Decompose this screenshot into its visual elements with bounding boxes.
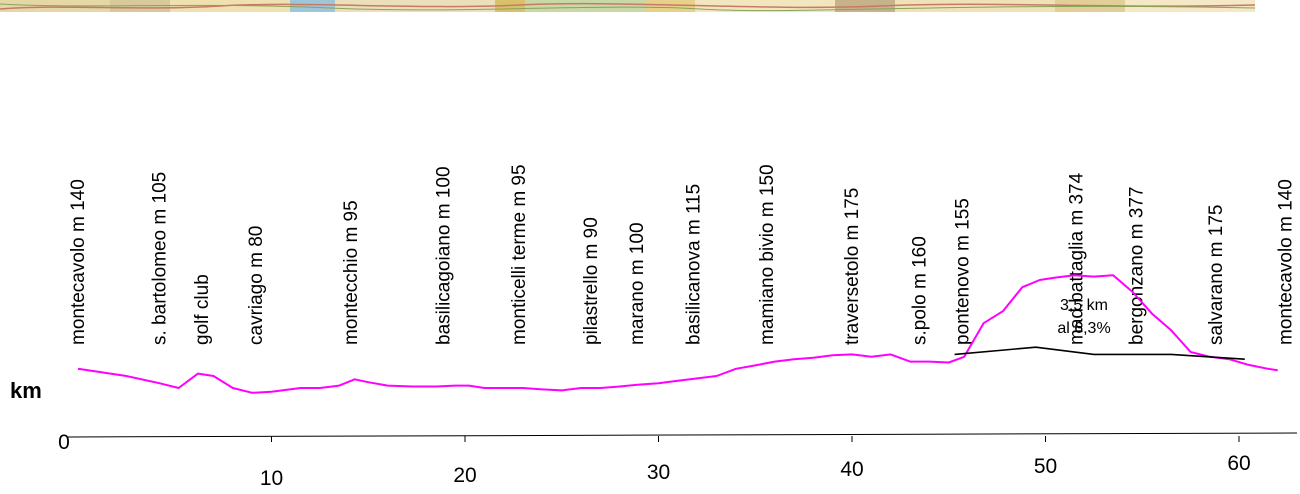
x-tick-label: 50 <box>1034 455 1057 478</box>
profile-lines <box>77 274 1278 394</box>
place-label: cavriago m 80 <box>246 226 267 345</box>
x-tick-label: 10 <box>260 467 283 490</box>
y-axis-label: km <box>10 378 42 403</box>
x-tick-label: 30 <box>647 461 670 484</box>
y-tick-label: 0 <box>58 431 70 454</box>
climb-distance-label: 3,5 km <box>1060 297 1108 314</box>
place-label: mamiano bivio m 150 <box>757 164 778 345</box>
place-label: montecavolo m 140 <box>1275 179 1296 345</box>
place-label: s. bartolomeo m 105 <box>149 172 170 345</box>
place-label: basilicagoiano m 100 <box>434 166 455 345</box>
place-label: mad.battaglia m 374 <box>1066 172 1087 345</box>
place-labels: montecavolo m 140 s. bartolomeo m 105 golf… <box>68 164 1296 345</box>
place-label: salvarano m 175 <box>1206 205 1227 345</box>
place-label: montecavolo m 140 <box>68 179 89 345</box>
climb-segment-line <box>954 346 1245 360</box>
x-tick-label: 20 <box>453 464 476 487</box>
elevation-profile-line <box>77 274 1278 394</box>
place-label: marano m 100 <box>627 222 648 345</box>
place-label: traversetolo m 175 <box>842 188 863 345</box>
place-label: golf club <box>192 274 213 345</box>
climb-gradient-label: al 6,3% <box>1057 320 1110 337</box>
x-axis-ticks: 10 20 30 40 50 60 <box>260 436 1251 490</box>
x-tick-label: 60 <box>1227 452 1250 475</box>
place-label: montecchio m 95 <box>341 200 362 345</box>
climb-annotation: 3,5 km al 6,3% <box>1057 297 1110 337</box>
x-tick-label: 40 <box>840 458 863 481</box>
map-banner-strip <box>0 0 1255 12</box>
place-label: pilastrello m 90 <box>581 217 602 345</box>
x-axis-line <box>67 432 1298 438</box>
place-label: basilicanova m 115 <box>683 184 704 345</box>
place-label: pontenovo m 155 <box>952 198 973 345</box>
place-label: monticelli terme m 95 <box>509 164 530 345</box>
place-label: bergonzano m 377 <box>1126 187 1147 345</box>
place-label: s.polo m 160 <box>910 236 931 345</box>
